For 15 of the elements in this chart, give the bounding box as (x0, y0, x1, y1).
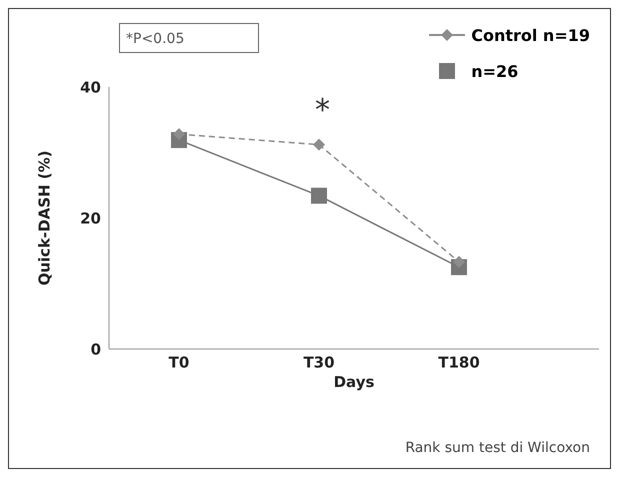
x-tick-label: T0 (168, 354, 190, 372)
x-axis-title: Days (334, 373, 374, 391)
text: *P<0.05 (119, 23, 259, 53)
point (311, 188, 327, 204)
y-axis-title: Quick-DASH (%) (35, 150, 54, 286)
text: Rank sum test di Wilcoxon (405, 440, 590, 456)
y-tick-label: 40 (80, 78, 101, 96)
y-tick-label: 0 (90, 340, 101, 358)
legend-label: n=26 (471, 62, 518, 80)
x-tick-label: T30 (303, 354, 335, 372)
annotation: * (315, 93, 330, 128)
y-tick-label: 20 (80, 209, 101, 228)
point (313, 138, 325, 151)
legend-label: Control n=19 (471, 26, 590, 44)
x-tick-label: T180 (438, 354, 480, 372)
